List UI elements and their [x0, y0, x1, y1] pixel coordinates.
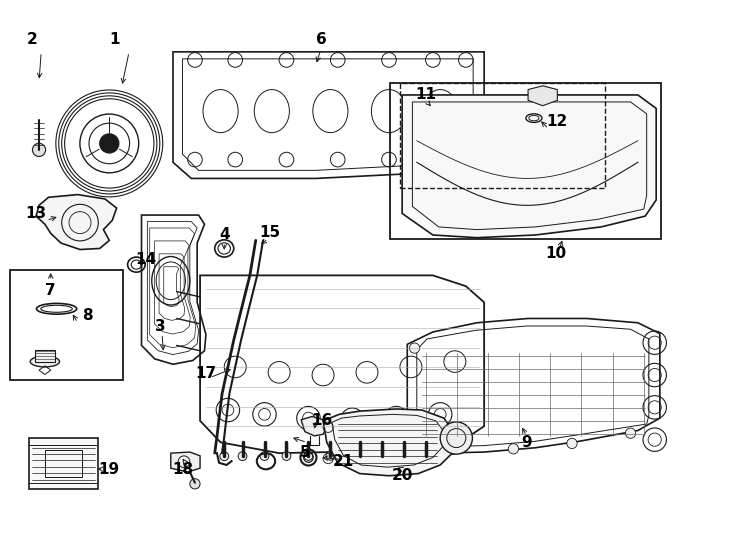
Text: 21: 21: [333, 454, 355, 469]
Circle shape: [625, 428, 636, 438]
Polygon shape: [301, 416, 327, 436]
Polygon shape: [528, 86, 557, 106]
Text: 3: 3: [155, 319, 166, 334]
Circle shape: [326, 451, 335, 460]
Circle shape: [567, 438, 577, 449]
Circle shape: [440, 422, 473, 454]
Ellipse shape: [30, 356, 59, 367]
Polygon shape: [402, 95, 656, 238]
Text: 11: 11: [415, 87, 436, 103]
Bar: [29, 438, 98, 489]
Text: 15: 15: [260, 225, 281, 240]
Bar: [10, 270, 123, 380]
Circle shape: [220, 452, 228, 461]
Bar: [34, 350, 55, 362]
Bar: [390, 83, 661, 239]
Polygon shape: [171, 452, 200, 472]
Text: 14: 14: [135, 252, 156, 267]
Text: 19: 19: [99, 462, 120, 477]
Circle shape: [448, 444, 459, 455]
Text: 16: 16: [311, 413, 333, 428]
Circle shape: [377, 451, 386, 461]
Text: 6: 6: [316, 32, 326, 47]
Circle shape: [399, 451, 408, 461]
Circle shape: [238, 452, 247, 461]
Circle shape: [190, 478, 200, 489]
Circle shape: [410, 433, 420, 443]
Polygon shape: [323, 409, 454, 476]
Text: 10: 10: [545, 246, 567, 261]
Text: 13: 13: [26, 206, 47, 221]
Circle shape: [260, 451, 269, 461]
Text: 8: 8: [82, 308, 92, 323]
Text: 9: 9: [521, 435, 532, 450]
Circle shape: [100, 134, 119, 153]
Text: 4: 4: [219, 227, 230, 242]
Circle shape: [282, 451, 291, 461]
Text: 2: 2: [27, 32, 37, 47]
Text: 7: 7: [46, 283, 56, 298]
Circle shape: [304, 451, 313, 460]
Text: 17: 17: [195, 366, 217, 381]
Text: 20: 20: [391, 468, 413, 483]
Circle shape: [421, 452, 430, 461]
Bar: [400, 83, 605, 187]
Circle shape: [509, 444, 518, 454]
Polygon shape: [36, 194, 117, 249]
Circle shape: [32, 143, 46, 157]
Circle shape: [410, 343, 420, 353]
Text: 12: 12: [547, 114, 568, 130]
Text: 5: 5: [299, 444, 310, 460]
Text: 1: 1: [109, 32, 120, 47]
Circle shape: [355, 451, 364, 460]
Text: 18: 18: [172, 462, 193, 477]
Bar: [45, 450, 82, 477]
